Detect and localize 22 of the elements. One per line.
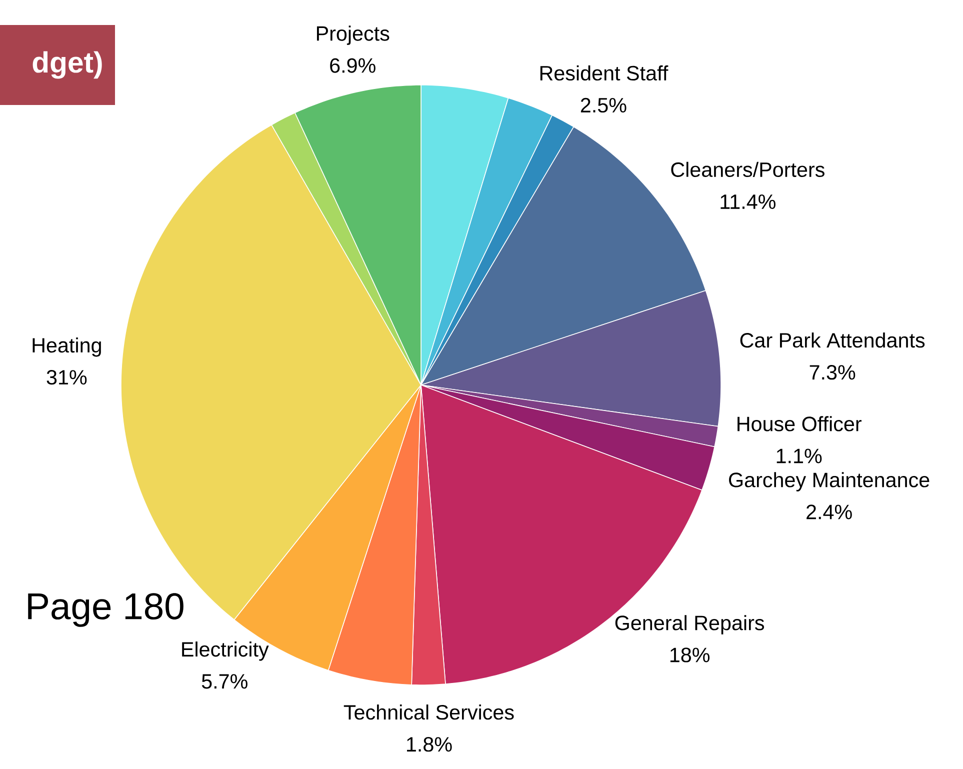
slice-label: Cleaners/Porters xyxy=(671,162,824,178)
data-label: 7.3% xyxy=(810,365,856,380)
slice-label: General Repairs xyxy=(615,615,764,634)
slice-label: Resident Staff xyxy=(540,65,668,81)
data-label: 18% xyxy=(670,648,710,662)
text: Page 180 xyxy=(28,593,184,627)
data-label: 31% xyxy=(46,370,87,385)
slice-label: Technical Services xyxy=(344,704,514,720)
data-label: 1.1% xyxy=(776,448,822,464)
data-label: 11.4% xyxy=(720,194,776,209)
data-label: 6.9% xyxy=(330,58,376,73)
text: dget) xyxy=(32,51,102,79)
slice-label: Heating xyxy=(32,337,101,357)
data-label: 2.4% xyxy=(806,504,852,520)
slice-label: House Officer xyxy=(738,416,862,432)
data-label: 2.5% xyxy=(580,98,626,113)
slice-label: Garchey Maintenance xyxy=(729,472,930,492)
data-label: 1.8% xyxy=(407,737,452,752)
slice-label: Car Park Attendants xyxy=(740,332,925,348)
data-label: 5.7% xyxy=(202,674,248,689)
slice-label: Electricity xyxy=(182,642,269,661)
slice-label: Projects xyxy=(316,26,390,45)
